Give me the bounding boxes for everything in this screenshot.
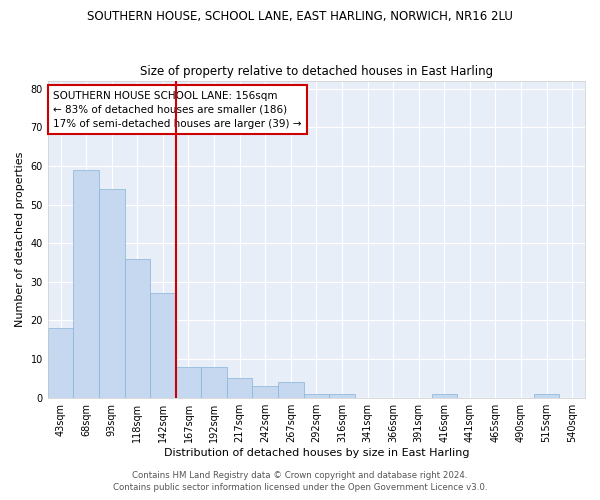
Bar xyxy=(227,378,253,398)
Text: SOUTHERN HOUSE, SCHOOL LANE, EAST HARLING, NORWICH, NR16 2LU: SOUTHERN HOUSE, SCHOOL LANE, EAST HARLIN… xyxy=(87,10,513,23)
Y-axis label: Number of detached properties: Number of detached properties xyxy=(15,152,25,327)
Bar xyxy=(125,258,150,398)
Text: SOUTHERN HOUSE SCHOOL LANE: 156sqm
← 83% of detached houses are smaller (186)
17: SOUTHERN HOUSE SCHOOL LANE: 156sqm ← 83%… xyxy=(53,90,302,128)
Bar xyxy=(150,294,176,398)
Title: Size of property relative to detached houses in East Harling: Size of property relative to detached ho… xyxy=(140,66,493,78)
Bar xyxy=(253,386,278,398)
Bar xyxy=(534,394,559,398)
X-axis label: Distribution of detached houses by size in East Harling: Distribution of detached houses by size … xyxy=(164,448,469,458)
Bar xyxy=(48,328,73,398)
Bar xyxy=(201,367,227,398)
Bar xyxy=(99,189,125,398)
Bar xyxy=(329,394,355,398)
Bar xyxy=(278,382,304,398)
Bar xyxy=(73,170,99,398)
Bar xyxy=(304,394,329,398)
Bar xyxy=(431,394,457,398)
Bar xyxy=(176,367,201,398)
Text: Contains HM Land Registry data © Crown copyright and database right 2024.
Contai: Contains HM Land Registry data © Crown c… xyxy=(113,471,487,492)
